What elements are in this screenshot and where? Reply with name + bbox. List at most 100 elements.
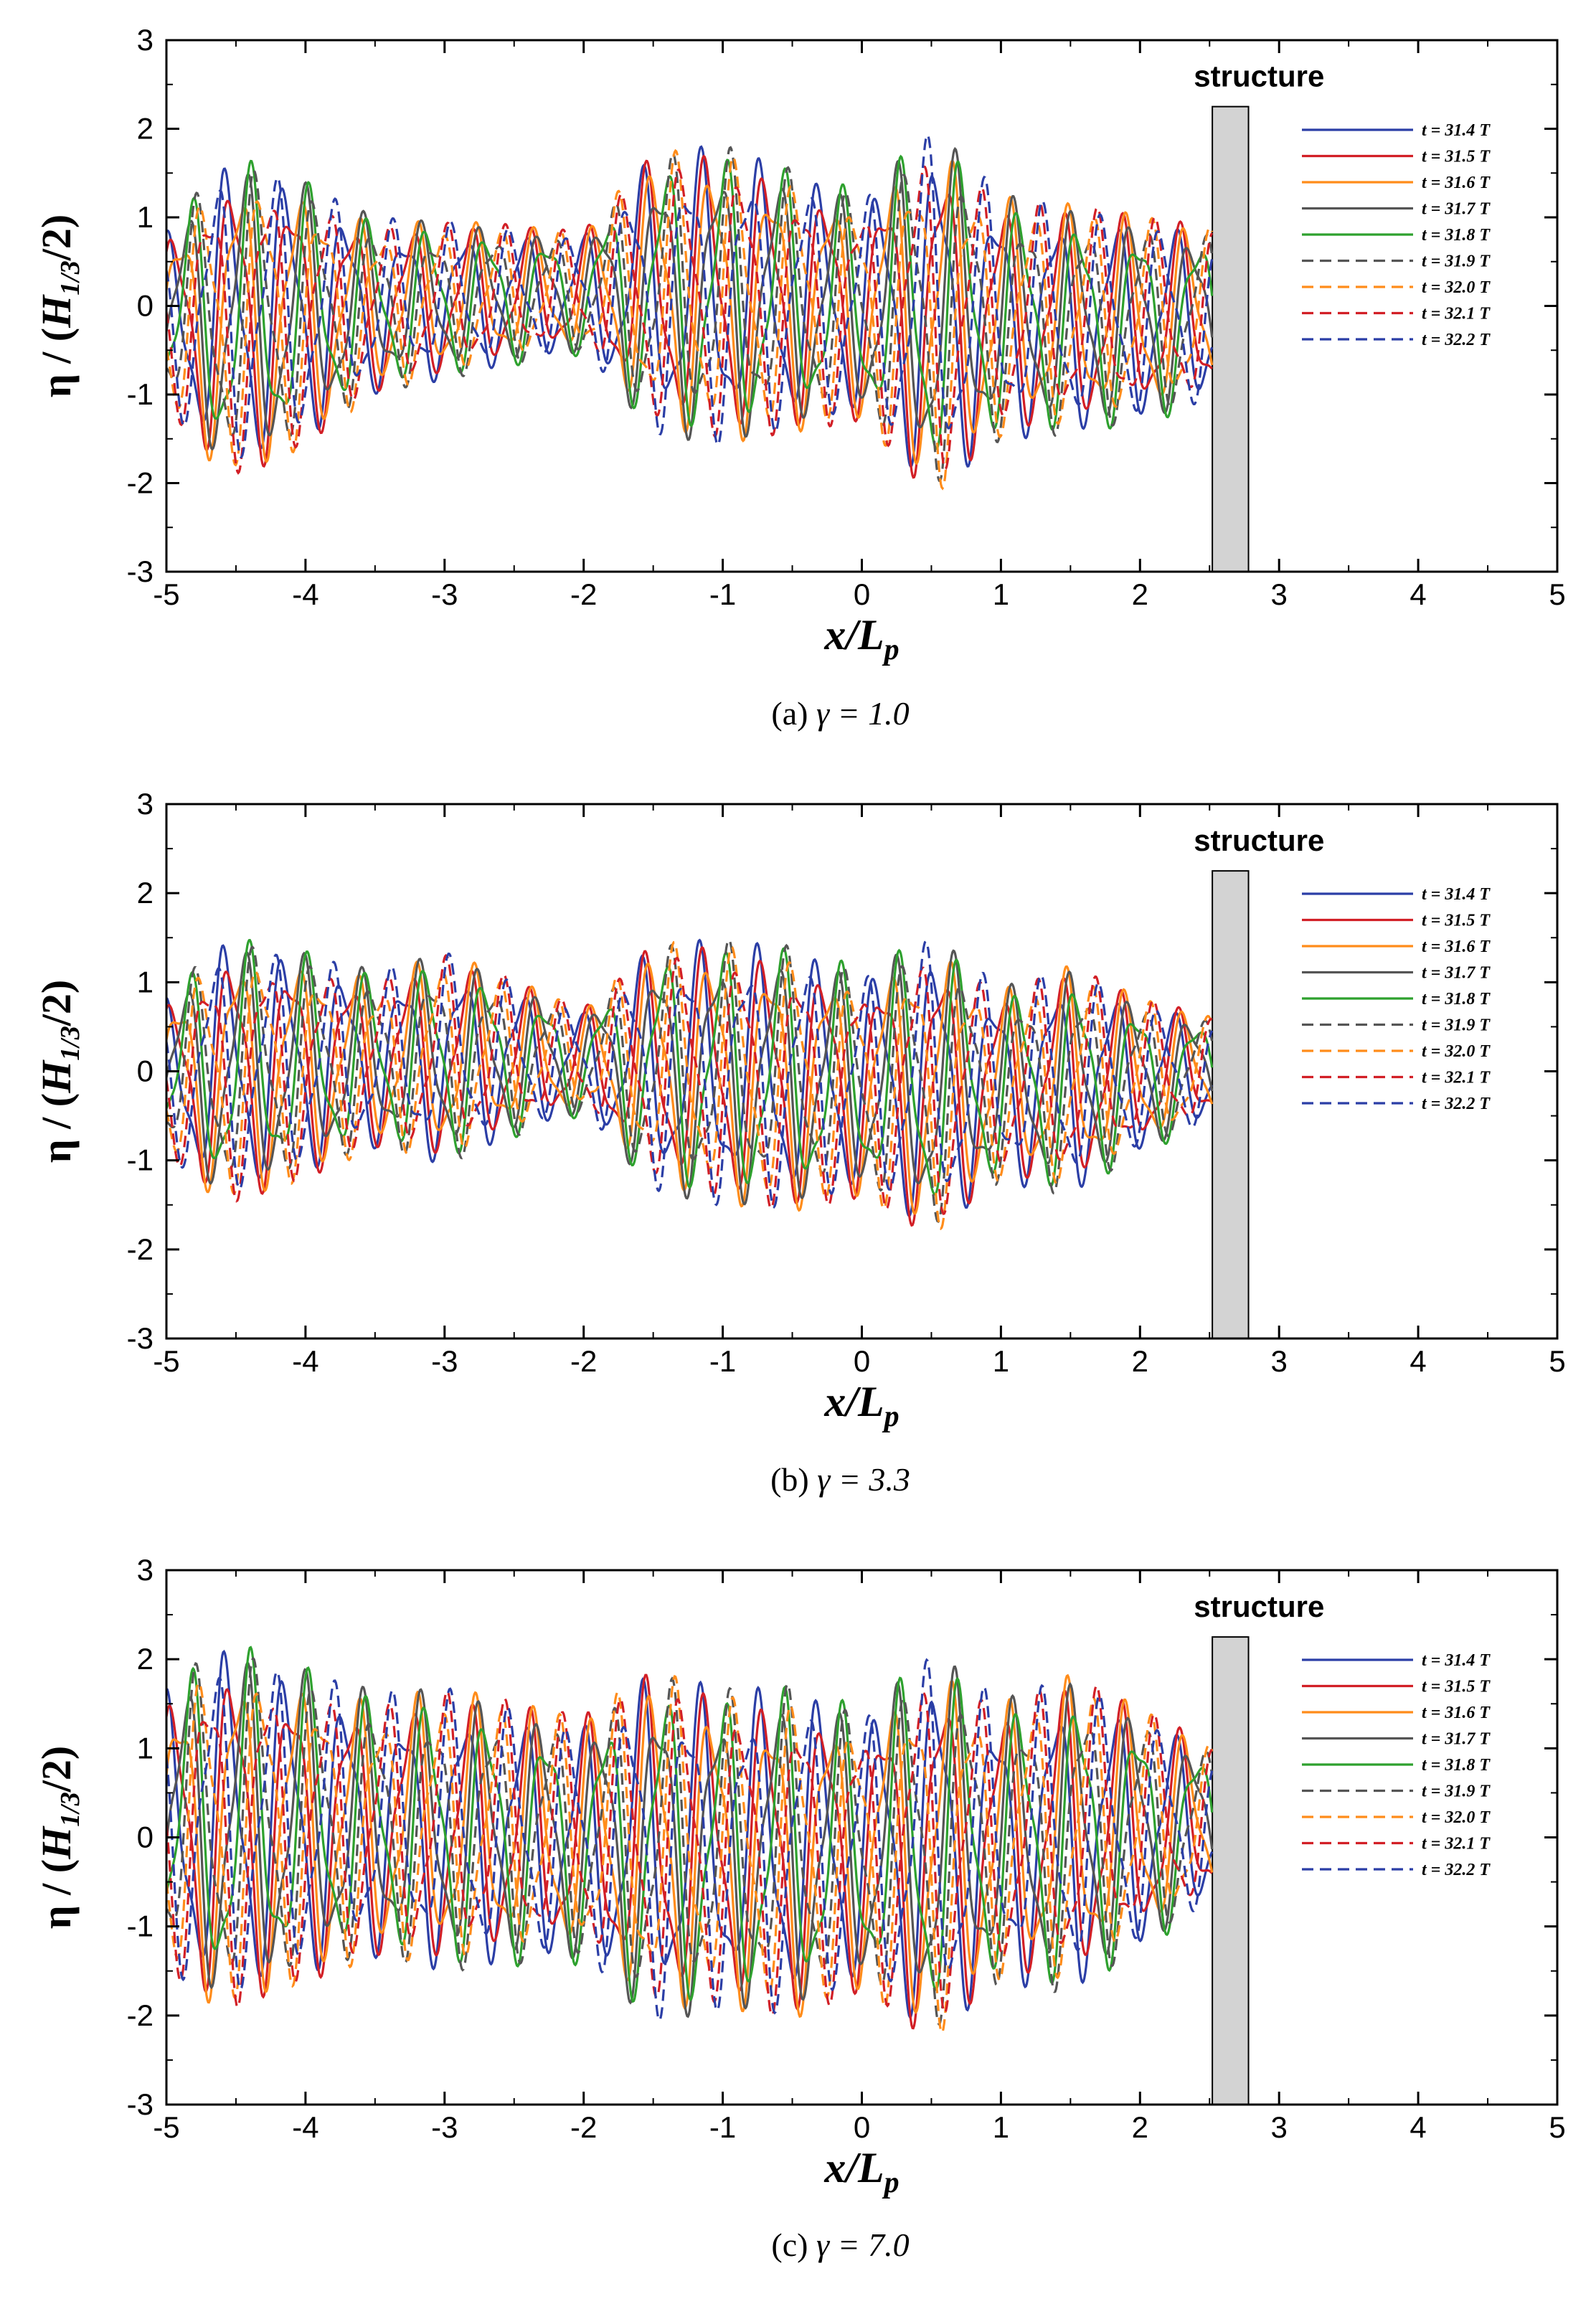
- x-tick-label: 4: [1410, 2110, 1426, 2144]
- x-tick-label: 5: [1549, 577, 1565, 611]
- y-tick-label: 3: [137, 787, 154, 821]
- x-tick-label: -5: [153, 577, 179, 611]
- x-tick-label: 1: [993, 577, 1009, 611]
- x-tick-label: -3: [431, 577, 458, 611]
- structure-label: structure: [1194, 823, 1324, 857]
- legend-label: t = 31.7 T: [1422, 964, 1491, 983]
- legend-label: t = 32.1 T: [1422, 1069, 1491, 1087]
- legend-label: t = 31.6 T: [1422, 1704, 1491, 1722]
- y-tick-label: 2: [137, 112, 154, 146]
- x-tick-label: 2: [1132, 1344, 1148, 1378]
- legend-label: t = 32.1 T: [1422, 305, 1491, 324]
- series-line-9: [166, 133, 1214, 458]
- series-line-7: [166, 1674, 1214, 2035]
- legend-label: t = 31.8 T: [1422, 990, 1491, 1009]
- y-tick-label: -2: [127, 466, 154, 500]
- legend-label: t = 31.7 T: [1422, 1730, 1491, 1749]
- chart-panel-2: structure -5 -4 -3 -2 -1 0 1 2 3 4 5 3 2 1 0 -1 -2 -3 x/Lp η…: [33, 787, 1566, 1498]
- x-tick-label: 4: [1410, 1344, 1426, 1378]
- y-axis-label: η / (H1/3/2): [33, 980, 85, 1163]
- y-axis-label: η / (H1/3/2): [33, 1746, 85, 1930]
- series-group: [166, 1645, 1214, 2035]
- x-tick-label: -1: [709, 577, 736, 611]
- x-tick-label: -2: [570, 577, 597, 611]
- series-line-6: [166, 1656, 1214, 2026]
- x-tick-label: 5: [1549, 2110, 1565, 2144]
- y-tick-label: 2: [137, 876, 154, 910]
- x-tick-label: -1: [709, 2110, 736, 2144]
- x-tick-label: -2: [570, 1344, 597, 1378]
- legend-label: t = 32.0 T: [1422, 278, 1491, 297]
- panel-caption: (b) γ = 3.3: [770, 1461, 910, 1498]
- legend-label: t = 31.8 T: [1422, 1756, 1491, 1775]
- legend-label: t = 31.5 T: [1422, 912, 1491, 930]
- y-tick-label: 1: [137, 965, 154, 998]
- chart-panel-1: structure -5 -4 -3 -2 -1 0 1 2 3 4 5 3 2 1 0 -1 -2 -3 x/Lp η…: [33, 23, 1566, 732]
- x-tick-label: 1: [993, 2110, 1009, 2144]
- y-tick-label: 3: [137, 23, 154, 57]
- y-tick-label: -2: [127, 1232, 154, 1266]
- panel-caption: (a) γ = 1.0: [771, 695, 909, 732]
- x-tick-label: 0: [854, 577, 870, 611]
- series-line-5: [166, 938, 1214, 1196]
- y-tick-label: 0: [137, 1054, 154, 1088]
- x-tick-label: 3: [1271, 1344, 1288, 1378]
- x-tick-label: 5: [1549, 1344, 1565, 1378]
- y-tick-label: -1: [127, 377, 154, 411]
- x-tick-label: 4: [1410, 577, 1426, 611]
- x-tick-label: 0: [854, 2110, 870, 2144]
- legend-label: t = 31.8 T: [1422, 226, 1491, 245]
- x-axis-label: x/Lp: [823, 1378, 899, 1433]
- structure-block: [1212, 1636, 1250, 2105]
- series-line-6: [166, 146, 1214, 483]
- y-tick-label: -1: [127, 1143, 154, 1177]
- legend-label: t = 31.5 T: [1422, 1678, 1491, 1696]
- x-tick-label: 2: [1132, 2110, 1148, 2144]
- structure-label: structure: [1194, 60, 1324, 93]
- x-tick-label: -1: [709, 1344, 736, 1378]
- structure-block: [1212, 105, 1250, 572]
- legend-label: t = 32.0 T: [1422, 1042, 1491, 1061]
- x-axis-label: x/Lp: [823, 611, 899, 666]
- y-tick-label: 3: [137, 1553, 154, 1587]
- series-line-6: [166, 938, 1214, 1224]
- y-tick-label: 1: [137, 200, 154, 234]
- legend: t = 31.4 T t = 31.5 T t = 31.6 T t = 31.7 T…: [1302, 885, 1491, 1113]
- y-axis-label: η / (H1/3/2): [33, 214, 85, 398]
- x-tick-label: -5: [153, 1344, 179, 1378]
- x-tick-label: -3: [431, 2110, 458, 2144]
- structure-block: [1212, 870, 1250, 1339]
- y-tick-label: -3: [127, 554, 154, 588]
- x-tick-label: -5: [153, 2110, 179, 2144]
- series-line-3: [166, 1673, 1214, 2018]
- chart-panel-3: structure -5 -4 -3 -2 -1 0 1 2 3 4 5 3 2 1 0 -1 -2 -3 x/Lp η…: [33, 1553, 1566, 2263]
- legend-label: t = 31.5 T: [1422, 148, 1491, 166]
- panel-caption: (c) γ = 7.0: [771, 2227, 909, 2263]
- series-line-7: [166, 940, 1214, 1231]
- legend-label: t = 31.6 T: [1422, 938, 1491, 956]
- x-tick-label: -3: [431, 1344, 458, 1378]
- x-tick-label: 0: [854, 1344, 870, 1378]
- series-line-2: [166, 1673, 1213, 2030]
- y-tick-label: -3: [127, 1321, 154, 1355]
- y-tick-label: -2: [127, 1998, 154, 2032]
- legend-label: t = 32.2 T: [1422, 331, 1491, 349]
- series-line-5: [166, 154, 1214, 450]
- y-tick-label: 0: [137, 289, 154, 323]
- series-line-7: [166, 148, 1214, 491]
- legend-label: t = 31.4 T: [1422, 1651, 1491, 1670]
- x-tick-label: 1: [993, 1344, 1009, 1378]
- series-line-9: [166, 1658, 1214, 2023]
- legend: t = 31.4 T t = 31.5 T t = 31.6 T t = 31.7 T…: [1302, 121, 1491, 349]
- structure-label: structure: [1194, 1590, 1324, 1623]
- series-line-8: [166, 1684, 1213, 2017]
- y-tick-label: 2: [137, 1642, 154, 1676]
- x-tick-label: -4: [292, 577, 318, 611]
- y-tick-label: -3: [127, 2087, 154, 2121]
- legend-label: t = 32.0 T: [1422, 1808, 1491, 1827]
- legend: t = 31.4 T t = 31.5 T t = 31.6 T t = 31.7 T…: [1302, 1651, 1491, 1879]
- series-line-8: [166, 954, 1213, 1215]
- x-tick-label: 3: [1271, 2110, 1288, 2144]
- series-line-1: [166, 938, 1214, 1218]
